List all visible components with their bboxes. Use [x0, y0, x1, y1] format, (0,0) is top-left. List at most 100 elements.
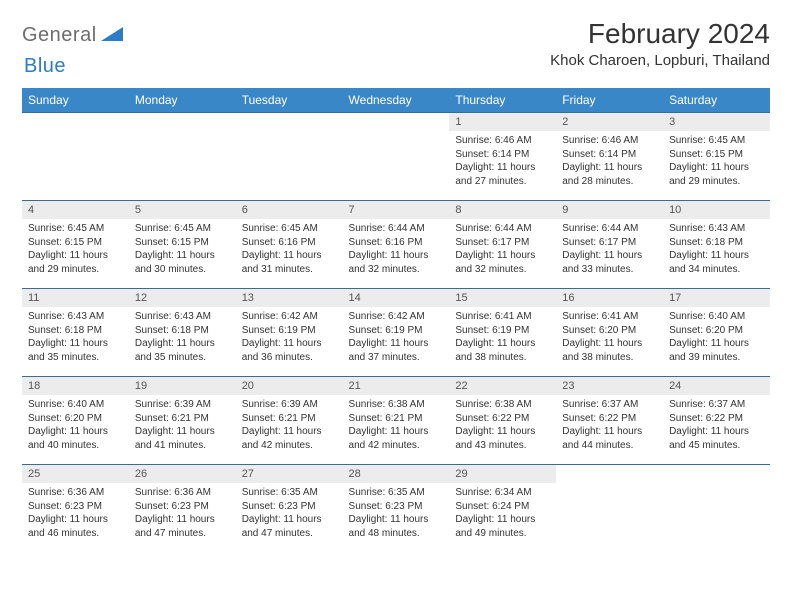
day-details: Sunrise: 6:45 AMSunset: 6:15 PMDaylight:… [22, 219, 129, 280]
day-cell: 3Sunrise: 6:45 AMSunset: 6:15 PMDaylight… [663, 113, 770, 201]
day-cell: 22Sunrise: 6:38 AMSunset: 6:22 PMDayligh… [449, 377, 556, 465]
day-cell: 29Sunrise: 6:34 AMSunset: 6:24 PMDayligh… [449, 465, 556, 553]
day-details: Sunrise: 6:45 AMSunset: 6:16 PMDaylight:… [236, 219, 343, 280]
day-number: 17 [663, 289, 770, 307]
day-cell: 24Sunrise: 6:37 AMSunset: 6:22 PMDayligh… [663, 377, 770, 465]
day-cell: 16Sunrise: 6:41 AMSunset: 6:20 PMDayligh… [556, 289, 663, 377]
brand-logo: General [22, 18, 125, 47]
day-number: 12 [129, 289, 236, 307]
day-number: 11 [22, 289, 129, 307]
day-details: Sunrise: 6:41 AMSunset: 6:19 PMDaylight:… [449, 307, 556, 368]
day-number: 29 [449, 465, 556, 483]
day-number: 24 [663, 377, 770, 395]
day-number: 19 [129, 377, 236, 395]
weekday-header: Wednesday [343, 88, 450, 113]
day-cell: 27Sunrise: 6:35 AMSunset: 6:23 PMDayligh… [236, 465, 343, 553]
month-title: February 2024 [550, 18, 770, 50]
day-number: 15 [449, 289, 556, 307]
day-details: Sunrise: 6:44 AMSunset: 6:17 PMDaylight:… [556, 219, 663, 280]
day-cell: 14Sunrise: 6:42 AMSunset: 6:19 PMDayligh… [343, 289, 450, 377]
day-details: Sunrise: 6:34 AMSunset: 6:24 PMDaylight:… [449, 483, 556, 544]
calendar-body: 1Sunrise: 6:46 AMSunset: 6:14 PMDaylight… [22, 113, 770, 553]
empty-cell [129, 113, 236, 201]
day-cell: 13Sunrise: 6:42 AMSunset: 6:19 PMDayligh… [236, 289, 343, 377]
day-cell: 25Sunrise: 6:36 AMSunset: 6:23 PMDayligh… [22, 465, 129, 553]
day-number: 14 [343, 289, 450, 307]
day-details: Sunrise: 6:35 AMSunset: 6:23 PMDaylight:… [236, 483, 343, 544]
day-number: 18 [22, 377, 129, 395]
day-cell: 12Sunrise: 6:43 AMSunset: 6:18 PMDayligh… [129, 289, 236, 377]
logo-triangle-icon [101, 25, 123, 46]
day-number: 20 [236, 377, 343, 395]
day-cell: 5Sunrise: 6:45 AMSunset: 6:15 PMDaylight… [129, 201, 236, 289]
day-details: Sunrise: 6:38 AMSunset: 6:22 PMDaylight:… [449, 395, 556, 456]
weekday-header: Thursday [449, 88, 556, 113]
day-cell: 23Sunrise: 6:37 AMSunset: 6:22 PMDayligh… [556, 377, 663, 465]
day-number: 28 [343, 465, 450, 483]
day-details: Sunrise: 6:36 AMSunset: 6:23 PMDaylight:… [129, 483, 236, 544]
location-text: Khok Charoen, Lopburi, Thailand [550, 52, 770, 69]
day-number: 4 [22, 201, 129, 219]
calendar-table: SundayMondayTuesdayWednesdayThursdayFrid… [22, 88, 770, 553]
day-details: Sunrise: 6:43 AMSunset: 6:18 PMDaylight:… [663, 219, 770, 280]
day-cell: 18Sunrise: 6:40 AMSunset: 6:20 PMDayligh… [22, 377, 129, 465]
title-block: February 2024 Khok Charoen, Lopburi, Tha… [550, 18, 770, 69]
day-details: Sunrise: 6:39 AMSunset: 6:21 PMDaylight:… [129, 395, 236, 456]
empty-cell [343, 113, 450, 201]
day-details: Sunrise: 6:46 AMSunset: 6:14 PMDaylight:… [556, 131, 663, 192]
weekday-header: Sunday [22, 88, 129, 113]
weekday-header: Friday [556, 88, 663, 113]
day-cell: 9Sunrise: 6:44 AMSunset: 6:17 PMDaylight… [556, 201, 663, 289]
day-cell: 17Sunrise: 6:40 AMSunset: 6:20 PMDayligh… [663, 289, 770, 377]
weekday-header: Saturday [663, 88, 770, 113]
day-number: 23 [556, 377, 663, 395]
day-details: Sunrise: 6:40 AMSunset: 6:20 PMDaylight:… [22, 395, 129, 456]
day-cell: 2Sunrise: 6:46 AMSunset: 6:14 PMDaylight… [556, 113, 663, 201]
day-details: Sunrise: 6:44 AMSunset: 6:16 PMDaylight:… [343, 219, 450, 280]
day-number: 9 [556, 201, 663, 219]
day-details: Sunrise: 6:37 AMSunset: 6:22 PMDaylight:… [663, 395, 770, 456]
day-number: 13 [236, 289, 343, 307]
day-number: 27 [236, 465, 343, 483]
day-number: 8 [449, 201, 556, 219]
day-details: Sunrise: 6:42 AMSunset: 6:19 PMDaylight:… [236, 307, 343, 368]
day-details: Sunrise: 6:43 AMSunset: 6:18 PMDaylight:… [129, 307, 236, 368]
day-cell: 21Sunrise: 6:38 AMSunset: 6:21 PMDayligh… [343, 377, 450, 465]
day-details: Sunrise: 6:35 AMSunset: 6:23 PMDaylight:… [343, 483, 450, 544]
day-cell: 11Sunrise: 6:43 AMSunset: 6:18 PMDayligh… [22, 289, 129, 377]
day-details: Sunrise: 6:39 AMSunset: 6:21 PMDaylight:… [236, 395, 343, 456]
day-details: Sunrise: 6:42 AMSunset: 6:19 PMDaylight:… [343, 307, 450, 368]
day-cell: 15Sunrise: 6:41 AMSunset: 6:19 PMDayligh… [449, 289, 556, 377]
day-details: Sunrise: 6:45 AMSunset: 6:15 PMDaylight:… [663, 131, 770, 192]
day-cell: 10Sunrise: 6:43 AMSunset: 6:18 PMDayligh… [663, 201, 770, 289]
brand-part2: Blue [24, 55, 66, 77]
empty-cell [22, 113, 129, 201]
day-cell: 8Sunrise: 6:44 AMSunset: 6:17 PMDaylight… [449, 201, 556, 289]
empty-cell [556, 465, 663, 553]
day-cell: 19Sunrise: 6:39 AMSunset: 6:21 PMDayligh… [129, 377, 236, 465]
day-number: 3 [663, 113, 770, 131]
empty-cell [663, 465, 770, 553]
day-cell: 28Sunrise: 6:35 AMSunset: 6:23 PMDayligh… [343, 465, 450, 553]
day-number: 5 [129, 201, 236, 219]
day-details: Sunrise: 6:43 AMSunset: 6:18 PMDaylight:… [22, 307, 129, 368]
day-cell: 6Sunrise: 6:45 AMSunset: 6:16 PMDaylight… [236, 201, 343, 289]
day-number: 25 [22, 465, 129, 483]
day-details: Sunrise: 6:36 AMSunset: 6:23 PMDaylight:… [22, 483, 129, 544]
day-cell: 1Sunrise: 6:46 AMSunset: 6:14 PMDaylight… [449, 113, 556, 201]
day-number: 22 [449, 377, 556, 395]
day-cell: 20Sunrise: 6:39 AMSunset: 6:21 PMDayligh… [236, 377, 343, 465]
brand-part1: General [22, 24, 97, 47]
weekday-header: Tuesday [236, 88, 343, 113]
day-number: 7 [343, 201, 450, 219]
day-number: 6 [236, 201, 343, 219]
day-number: 2 [556, 113, 663, 131]
weekday-header: Monday [129, 88, 236, 113]
day-details: Sunrise: 6:40 AMSunset: 6:20 PMDaylight:… [663, 307, 770, 368]
day-details: Sunrise: 6:45 AMSunset: 6:15 PMDaylight:… [129, 219, 236, 280]
day-cell: 4Sunrise: 6:45 AMSunset: 6:15 PMDaylight… [22, 201, 129, 289]
day-details: Sunrise: 6:41 AMSunset: 6:20 PMDaylight:… [556, 307, 663, 368]
day-number: 21 [343, 377, 450, 395]
day-number: 16 [556, 289, 663, 307]
day-details: Sunrise: 6:44 AMSunset: 6:17 PMDaylight:… [449, 219, 556, 280]
